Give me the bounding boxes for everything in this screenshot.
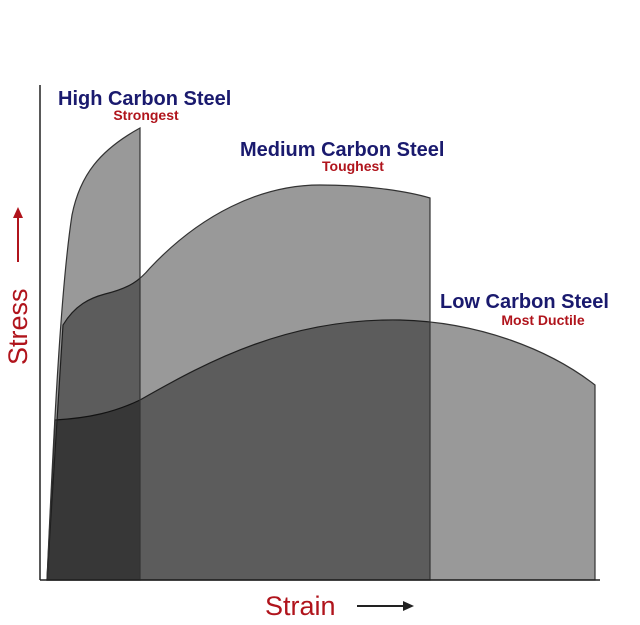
low-carbon-area xyxy=(46,319,596,581)
x-axis-label: Strain xyxy=(265,591,336,621)
curve-note: Toughest xyxy=(322,158,384,174)
high-carbon-area xyxy=(46,126,141,581)
medium-carbon-area xyxy=(46,184,431,581)
y-arrow xyxy=(13,207,23,262)
curve-note: Most Ductile xyxy=(501,312,584,328)
curve-label: Medium Carbon Steel xyxy=(240,139,444,161)
curve-note: Strongest xyxy=(113,107,179,123)
x-arrow xyxy=(357,601,414,611)
curve-label: Low Carbon Steel xyxy=(440,291,609,313)
curve-label: High Carbon Steel xyxy=(58,88,231,110)
y-axis-label: Stress xyxy=(3,288,33,365)
